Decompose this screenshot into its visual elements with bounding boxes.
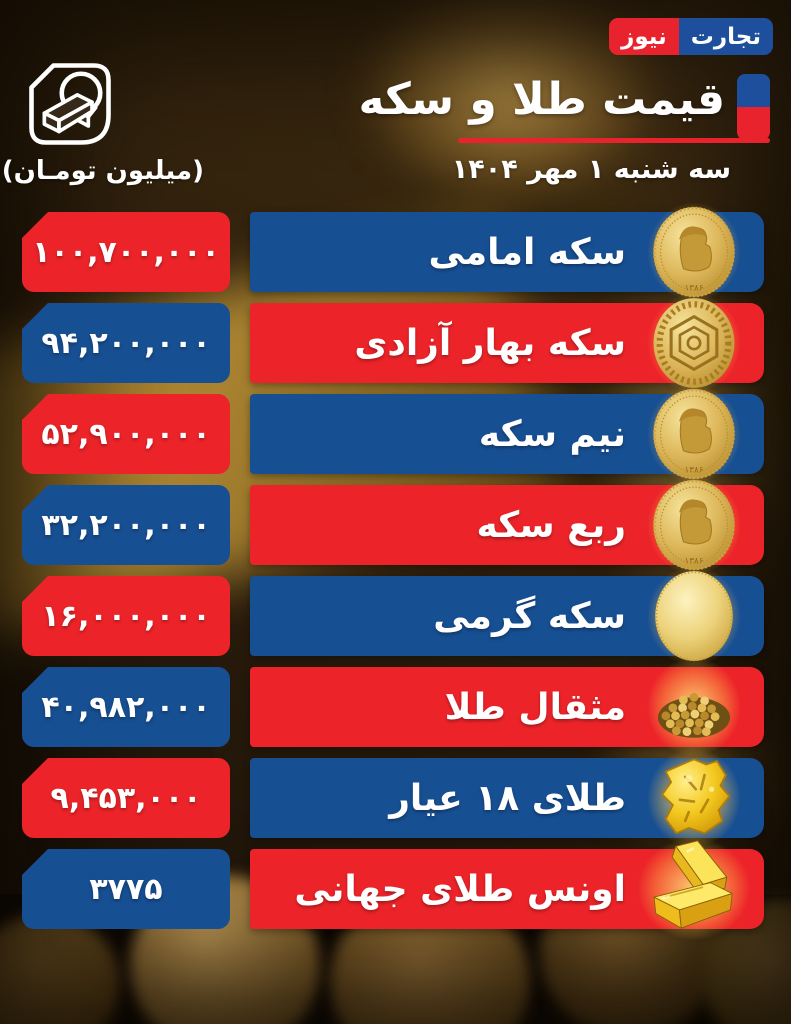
price-pill: ۴۰,۹۸۲,۰۰۰ [22, 667, 230, 747]
price-pill: ۹,۴۵۳,۰۰۰ [22, 758, 230, 838]
table-row-bahar-azadi: سکه بهار آزادی ۹۴,۲۰۰,۰۰۰ [22, 279, 764, 407]
price-pill: ۵۲,۹۰۰,۰۰۰ [22, 394, 230, 474]
price-pill: ۹۴,۲۰۰,۰۰۰ [22, 303, 230, 383]
logo-word-tejarat: تجارت [678, 18, 773, 55]
gold-bars-and-coin-icon [29, 63, 111, 145]
price-pill: ۳۲,۲۰۰,۰۰۰ [22, 485, 230, 565]
logo-word-news: نیوز [609, 18, 679, 55]
title-underline [458, 138, 770, 143]
date-label: سه شنبه ۱ مهر ۱۴۰۴ [451, 154, 731, 185]
tejarat-news-logo: تجارت نیوز [609, 18, 773, 55]
title-marker [737, 74, 770, 140]
table-row-quarter-coin: ربع سکه ۱۳۸۶ ۳۲,۲۰۰,۰۰۰ [22, 461, 764, 589]
price-rows: سکه امامی ۱۳۸۶ ۱۰۰,۷۰۰,۰۰۰ سکه بهار آزاد… [22, 188, 766, 955]
price-pill: ۱۶,۰۰۰,۰۰۰ [22, 576, 230, 656]
gold-bars-icon [622, 823, 766, 955]
row-bar: اونس طلای جهانی [250, 823, 766, 955]
title-marker-red [737, 107, 770, 140]
table-row-18k-gold: طلای ۱۸ عیار ۹,۴۵۳,۰۰۰ [22, 734, 764, 862]
title-marker-blue [737, 74, 770, 107]
table-row-half-coin: نیم سکه ۱۳۸۶ ۵۲,۹۰۰,۰۰۰ [22, 370, 764, 498]
price-pill: ۳۷۷۵ [22, 849, 230, 929]
table-row-gold-ounce: اونس طلای جهانی [22, 823, 766, 955]
blurred-coin [0, 914, 120, 1024]
table-row-mesghal: مثقال طلا [22, 643, 764, 771]
unit-label: (میلیون تومـان) [1, 156, 204, 186]
price-pill: ۱۰۰,۷۰۰,۰۰۰ [22, 212, 230, 292]
row-label: طلای ۱۸ عیار [389, 777, 626, 819]
page-title: قیمت طلا و سکه [358, 74, 725, 125]
table-row-emami: سکه امامی ۱۳۸۶ ۱۰۰,۷۰۰,۰۰۰ [22, 188, 764, 316]
table-row-gram-coin: سکه گرمی ۱۶,۰۰۰,۰۰۰ [22, 552, 764, 680]
